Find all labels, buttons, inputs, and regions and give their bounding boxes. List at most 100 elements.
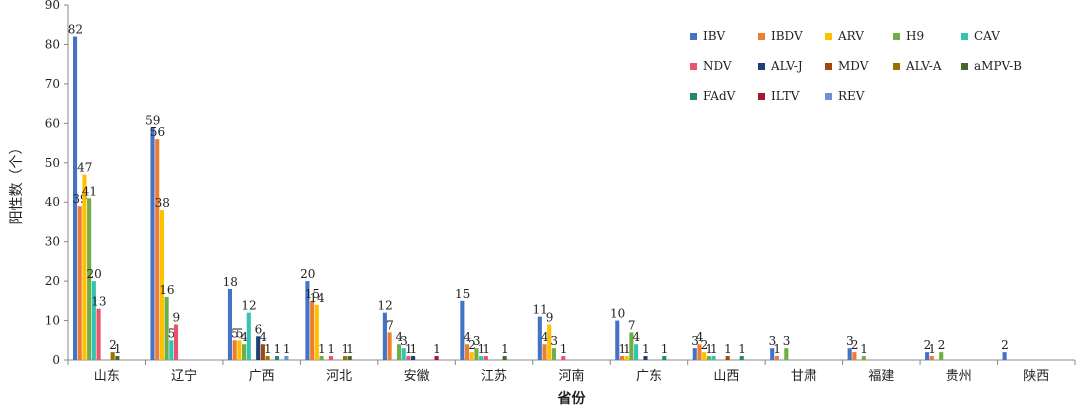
data-label: 3 (846, 334, 854, 348)
legend-swatch (893, 33, 900, 40)
legend-label: MDV (838, 59, 869, 73)
bar (561, 356, 566, 360)
data-label: 1 (928, 342, 936, 356)
data-label: 14 (309, 291, 325, 305)
data-label: 1 (273, 342, 281, 356)
data-label: 1 (661, 342, 669, 356)
data-label: 20 (300, 267, 315, 281)
data-label: 1 (342, 342, 350, 356)
bar (469, 352, 474, 360)
bar (537, 316, 542, 360)
bar (246, 312, 251, 360)
bar (619, 356, 625, 360)
data-label: 15 (305, 287, 320, 301)
data-label: 1 (710, 342, 718, 356)
bar (305, 281, 310, 360)
legend-swatch (961, 33, 968, 40)
data-label: 12 (378, 299, 393, 313)
data-label: 4 (395, 330, 403, 344)
x-tick-label: 广西 (249, 369, 275, 384)
bar (784, 348, 789, 360)
data-label: 1 (773, 342, 781, 356)
legend-label: IBV (703, 29, 726, 43)
data-label: 9 (172, 311, 180, 325)
legend-swatch (825, 63, 832, 70)
x-tick-label: 山西 (713, 369, 739, 384)
data-label: 7 (386, 318, 394, 332)
bar (706, 356, 711, 360)
data-label: 1 (618, 342, 626, 356)
bar (87, 198, 92, 360)
legend-swatch (758, 33, 765, 40)
bar (73, 36, 78, 361)
x-tick-label: 广东 (636, 369, 662, 384)
data-label: 7 (628, 318, 636, 332)
bar (711, 356, 716, 360)
bar (774, 356, 779, 360)
legend-label: REV (838, 89, 865, 103)
bar (401, 348, 406, 360)
bar (852, 352, 857, 360)
bar (483, 356, 488, 360)
legend-swatch (690, 63, 697, 70)
data-label: 11 (532, 303, 547, 317)
bar (629, 332, 634, 360)
bar (91, 281, 96, 360)
bar (725, 356, 730, 360)
bar (1002, 352, 1007, 360)
y-tick-label: 20 (45, 274, 60, 288)
bar (314, 304, 319, 360)
data-label: 1 (482, 342, 490, 356)
bar (861, 356, 866, 360)
data-label: 3 (769, 334, 777, 348)
bar (382, 312, 387, 360)
bar (242, 344, 247, 360)
bar (624, 356, 629, 360)
data-label: 2 (924, 338, 932, 352)
y-tick-label: 0 (52, 353, 60, 367)
data-label: 3 (400, 334, 408, 348)
bar (159, 210, 164, 360)
bar (770, 348, 775, 360)
legend-label: ILTV (771, 89, 800, 103)
bar (697, 344, 702, 360)
legend-label: ARV (837, 29, 864, 43)
legend-label: aMPV-B (974, 59, 1022, 73)
y-tick-label: 10 (45, 314, 60, 328)
y-tick-label: 60 (45, 116, 60, 130)
bar (547, 324, 552, 360)
data-label: 1 (623, 342, 631, 356)
x-tick-label: 山东 (94, 369, 120, 384)
data-label: 1 (738, 342, 746, 356)
data-label: 9 (546, 311, 554, 325)
bar (96, 308, 101, 360)
data-label: 1 (433, 342, 441, 356)
data-label: 2 (938, 338, 946, 352)
bar (77, 206, 82, 360)
data-label: 4 (464, 330, 472, 344)
bar (739, 356, 744, 360)
bar (502, 356, 507, 360)
bar (925, 352, 930, 360)
data-label: 1 (318, 342, 326, 356)
bar (396, 344, 402, 360)
data-label: 47 (77, 161, 92, 175)
data-label: 56 (150, 125, 165, 139)
bar (615, 320, 620, 360)
data-label: 12 (241, 299, 256, 313)
x-tick-label: 辽宁 (171, 368, 197, 384)
bar (662, 356, 667, 360)
x-tick-label: 河南 (558, 368, 584, 384)
bar (110, 352, 115, 360)
data-label: 1 (705, 342, 713, 356)
data-label: 3 (691, 334, 699, 348)
bar (164, 296, 169, 360)
bar (328, 356, 333, 360)
bar (155, 139, 160, 360)
data-label: 1 (860, 342, 868, 356)
data-label: 6 (255, 322, 263, 336)
bar (479, 356, 484, 360)
data-label: 1 (410, 342, 418, 356)
